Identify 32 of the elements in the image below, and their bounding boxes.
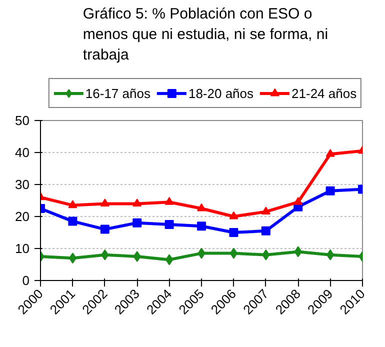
point	[197, 203, 206, 212]
y-tick-label: 30	[15, 177, 30, 192]
point	[326, 249, 334, 260]
point	[68, 216, 78, 226]
y-tick-label: 0	[22, 273, 30, 288]
point	[294, 196, 303, 205]
point	[261, 226, 270, 236]
point	[164, 220, 174, 229]
y-tick-label: 20	[15, 209, 30, 224]
y-tick-label: 40	[15, 145, 30, 160]
point	[197, 222, 206, 231]
point	[326, 148, 335, 157]
y-tick-label: 50	[15, 113, 30, 128]
point	[132, 198, 142, 207]
point	[68, 252, 77, 264]
point	[133, 251, 141, 262]
legend-label: 21-24 años	[292, 86, 357, 100]
point	[164, 196, 174, 205]
legend-label: 16-17 años	[85, 86, 150, 100]
point	[261, 206, 270, 215]
point	[326, 186, 335, 196]
legend-label: 18-20 años	[188, 86, 254, 100]
point	[68, 200, 78, 208]
point	[165, 254, 174, 266]
chart-title: Gráfico 5: % Población con ESO o menos que ni estudia, ni se forma, ni trabaja	[82, 6, 328, 64]
point	[132, 218, 142, 228]
point	[230, 248, 238, 259]
point	[229, 211, 238, 220]
point	[229, 228, 238, 237]
point	[100, 198, 110, 207]
point	[100, 224, 110, 234]
y-tick-label: 10	[15, 241, 30, 256]
